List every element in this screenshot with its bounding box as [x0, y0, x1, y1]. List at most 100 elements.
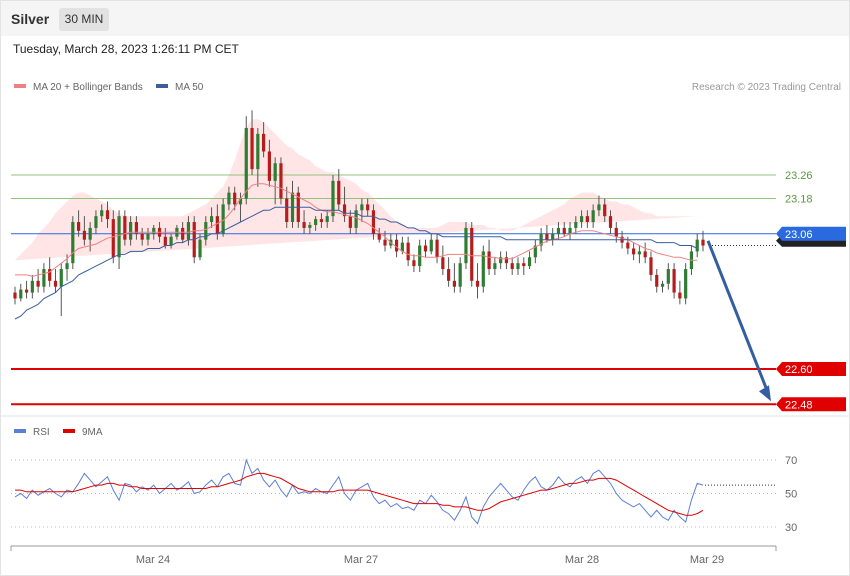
candle-body — [655, 274, 659, 287]
candle-body — [238, 198, 243, 205]
candle-body — [221, 204, 225, 234]
candle-body — [348, 216, 352, 228]
candle-body — [152, 227, 156, 234]
candle-body — [123, 216, 127, 240]
candle-body — [406, 242, 410, 261]
candle-body — [458, 263, 462, 287]
candle-body — [394, 239, 399, 252]
candle-body — [551, 233, 555, 240]
candle-body — [684, 269, 688, 299]
level-label-23.26: 23.26 — [785, 170, 813, 182]
candle-body — [24, 289, 29, 293]
candle-body — [637, 251, 642, 255]
candle-body — [13, 292, 17, 299]
candle-body — [308, 224, 312, 228]
candle-body — [556, 227, 561, 234]
candle-body — [117, 216, 121, 258]
candle-body — [603, 204, 607, 217]
rsi-tick-label-30: 30 — [785, 522, 797, 534]
candle-body — [412, 260, 416, 267]
candle-body — [701, 239, 705, 246]
candle-body — [204, 222, 208, 240]
candle-body — [562, 227, 566, 234]
candle-body — [319, 219, 324, 223]
chart-header: Silver 30 MIN — [1, 1, 849, 36]
candle-body — [262, 133, 266, 152]
ma9-legend-label: 9MA — [82, 427, 103, 438]
candle-body — [533, 245, 537, 258]
candle-body — [88, 227, 92, 240]
candle-body — [209, 216, 214, 223]
candle-body — [36, 280, 40, 287]
candle-body — [672, 269, 676, 293]
candle-body — [516, 263, 520, 270]
candle-body — [163, 236, 167, 246]
candle-body — [314, 219, 318, 225]
candle-body — [568, 227, 572, 234]
candle-body — [233, 192, 237, 205]
candle-body — [499, 257, 503, 264]
candle-body — [632, 248, 636, 255]
candle-body — [354, 210, 358, 228]
projection-arrow-head — [759, 385, 771, 402]
candle-body — [82, 230, 86, 240]
rsi-tick-label-70: 70 — [785, 455, 797, 467]
candle-body — [250, 127, 254, 170]
candle-body — [649, 257, 653, 275]
candle-body — [608, 216, 613, 228]
candle-body — [105, 210, 110, 220]
timeframe-badge[interactable]: 30 MIN — [59, 8, 109, 31]
candle-body — [522, 263, 526, 267]
candle-body — [464, 227, 468, 264]
candle-body — [545, 233, 549, 240]
projection-layer — [706, 240, 771, 402]
rsi-line — [14, 458, 704, 525]
candle-body — [527, 257, 532, 267]
candle-body — [186, 222, 191, 240]
candle-body — [377, 233, 381, 240]
candle-body — [331, 180, 335, 217]
bollinger-band-layer — [15, 119, 698, 261]
level-label-23.18: 23.18 — [785, 194, 813, 206]
rsi-legend-swatch — [14, 429, 26, 433]
candle-body — [227, 192, 231, 205]
ma50-legend-swatch — [156, 84, 168, 88]
ma20-legend-swatch — [14, 84, 26, 88]
x-tick-label: Mar 24 — [136, 554, 170, 566]
candle-body — [585, 216, 589, 223]
candle-body — [169, 236, 173, 246]
rsi-ma9-line — [15, 472, 704, 516]
candle-body — [441, 257, 445, 270]
candle-body — [279, 163, 283, 199]
x-axis-layer: Mar 24 Mar 27 Mar 28 Mar 29 — [10, 545, 777, 566]
candle-body — [579, 216, 584, 223]
level-tag-23.06 — [776, 226, 846, 241]
candle-body — [129, 222, 133, 240]
candle-body — [325, 216, 329, 223]
candle-body — [429, 239, 433, 252]
rsi-legend-label: RSI — [33, 427, 50, 438]
candle-body — [452, 280, 456, 287]
candle-body — [591, 210, 595, 223]
candle-body — [678, 292, 682, 299]
candle-body — [71, 222, 75, 264]
level-label-23.06: 23.06 — [785, 229, 813, 241]
ma50-legend-label: MA 50 — [175, 82, 204, 93]
level-label-22.48: 22.48 — [785, 399, 813, 411]
candle-body — [215, 216, 219, 234]
candle-body — [470, 227, 474, 281]
candle-body — [285, 198, 289, 223]
candle-body — [94, 216, 98, 228]
candle-body — [360, 204, 364, 211]
timestamp: Tuesday, March 28, 2023 1:26:11 PM CET — [13, 42, 239, 56]
candle-body — [371, 210, 376, 234]
candle-body — [695, 239, 699, 252]
ma50-line — [14, 206, 698, 320]
candle-body — [574, 222, 578, 228]
credit-text: Research © 2023 Trading Central — [692, 82, 841, 93]
candle-body — [302, 222, 306, 228]
candle-body — [614, 227, 618, 237]
ma9-legend-swatch — [63, 429, 75, 433]
candle-body — [76, 222, 81, 231]
